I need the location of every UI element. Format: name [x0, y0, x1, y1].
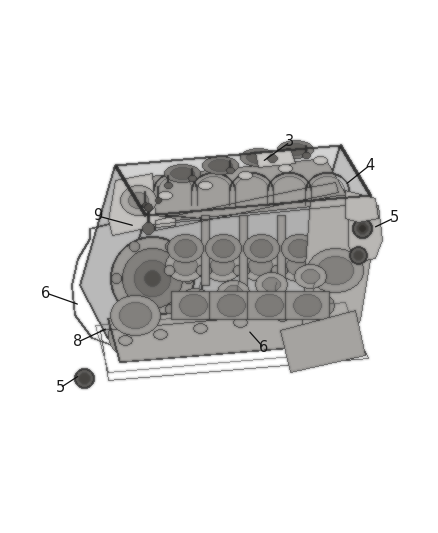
Text: 5: 5: [55, 381, 65, 395]
Text: 6: 6: [41, 286, 51, 301]
Text: 6: 6: [259, 341, 268, 356]
Text: 8: 8: [74, 335, 83, 350]
Text: 3: 3: [286, 134, 295, 149]
Text: 4: 4: [365, 157, 374, 173]
Text: 5: 5: [389, 211, 399, 225]
Text: 9: 9: [93, 208, 102, 223]
